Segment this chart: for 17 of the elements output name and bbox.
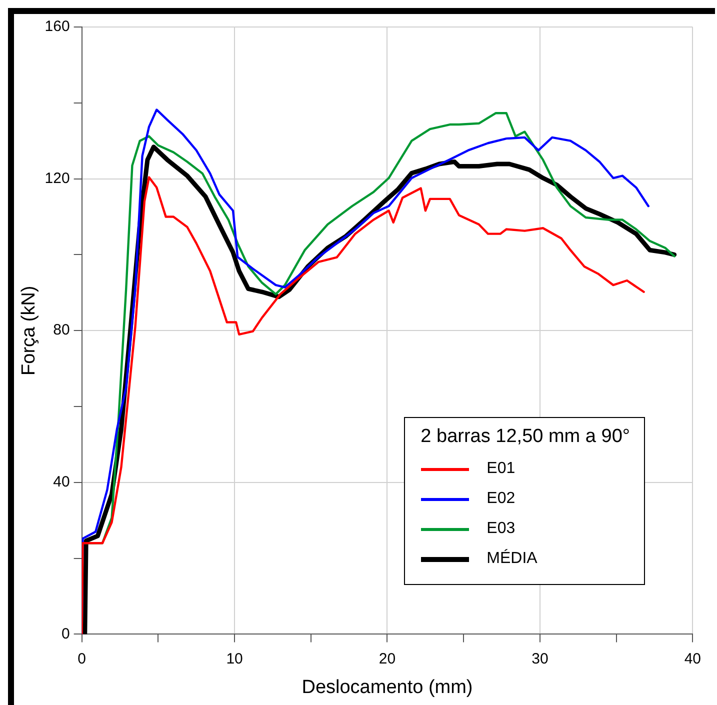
legend-label: E03	[486, 520, 516, 538]
x-tick-label: 40	[684, 650, 701, 668]
x-tick-label: 20	[378, 650, 396, 668]
y-axis-title: Força (kN)	[18, 286, 40, 376]
y-tick-label: 0	[61, 625, 70, 642]
legend-label: E02	[486, 490, 516, 508]
y-tick-label: 80	[53, 322, 70, 339]
y-tick-label: 160	[44, 18, 70, 36]
y-tick-label: 120	[44, 170, 70, 187]
x-tick-label: 10	[226, 650, 243, 668]
x-axis-title: Deslocamento (mm)	[302, 676, 473, 698]
y-tick-label: 40	[53, 474, 70, 491]
legend-title: 2 barras 12,50 mm a 90°	[420, 426, 630, 448]
legend-label: E01	[486, 460, 516, 478]
legend-label: MÉDIA	[486, 550, 538, 568]
x-tick-label: 30	[532, 650, 548, 668]
x-tick-label: 0	[78, 650, 86, 668]
